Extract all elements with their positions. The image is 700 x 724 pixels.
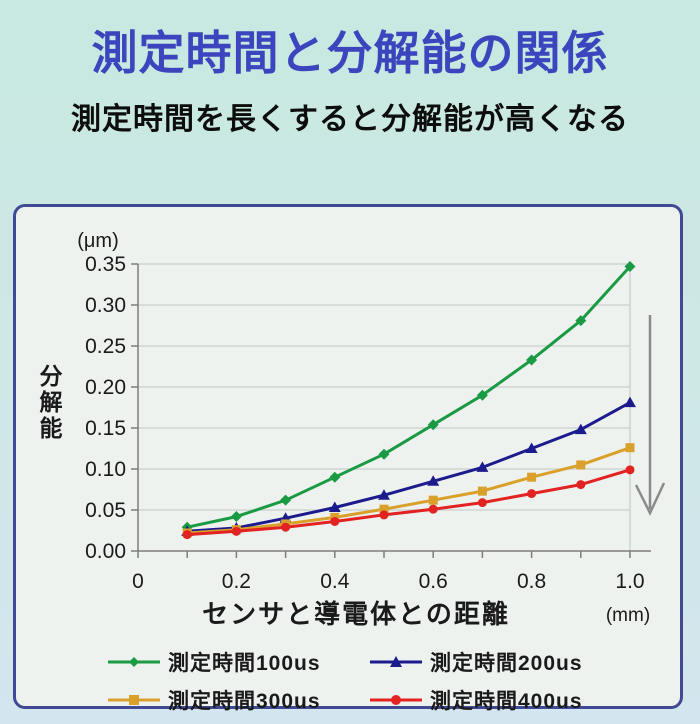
marker-diamond — [230, 511, 242, 523]
marker-circle — [330, 516, 340, 526]
marker-circle — [625, 465, 635, 475]
marker-square — [625, 443, 635, 453]
y-tick-label: 0.30 — [85, 294, 126, 317]
down-arrow-head — [634, 482, 666, 516]
legend-marker-square-icon — [108, 695, 160, 705]
y-axis-unit-label: (μm) — [77, 230, 119, 252]
x-axis-title: センサと導電体との距離 — [202, 599, 510, 629]
marker-square — [477, 486, 487, 496]
marker-circle — [527, 489, 537, 499]
marker-triangle — [476, 461, 489, 472]
marker-triangle — [427, 475, 440, 486]
x-tick-label: 0.2 — [222, 570, 251, 593]
marker-circle — [182, 530, 192, 540]
marker-circle — [477, 498, 487, 508]
legend-marker-diamond-icon — [108, 657, 160, 667]
legend-label: 測定時間100us — [168, 652, 321, 675]
page-title: 測定時間と分解能の関係 — [91, 27, 609, 79]
legend-marker-circle-icon — [370, 695, 422, 705]
marker-diamond — [329, 471, 341, 483]
y-axis-title: 分 — [40, 363, 63, 389]
x-tick-label: 0 — [132, 570, 144, 593]
marker-square — [576, 460, 586, 470]
resolution-vs-distance-chart: 0 0.2 0.4 0.6 0.8 1.0 0.00 0.05 0.10 0.15 0.20 0.25… — [40, 230, 666, 629]
legend-label: 測定時間300us — [168, 690, 321, 713]
marker-diamond — [476, 389, 488, 401]
marker-triangle — [378, 489, 390, 500]
y-tick-label: 0.35 — [85, 253, 126, 276]
marker-circle — [281, 522, 291, 532]
marker-triangle — [328, 501, 341, 513]
page-subtitle: 測定時間を長くすると分解能が高くなる — [71, 102, 629, 136]
marker-square — [527, 472, 537, 482]
y-axis-title: 能 — [40, 415, 63, 441]
marker-circle — [576, 480, 586, 490]
marker-circle — [428, 504, 438, 514]
marker-diamond — [427, 419, 439, 431]
x-tick-label: 1.0 — [615, 570, 644, 593]
y-tick-label: 0.25 — [85, 335, 126, 358]
marker-diamond — [624, 260, 636, 272]
series-line — [187, 446, 631, 535]
x-tick-label: 0.4 — [320, 570, 350, 593]
marker-triangle — [525, 442, 538, 453]
marker-triangle — [624, 396, 636, 408]
marker-diamond — [575, 315, 587, 327]
chart-legend: 測定時間100us 測定時間200us 測定時間300us 測定時間400us — [108, 647, 628, 715]
y-tick-label: 0.00 — [85, 540, 126, 563]
y-tick-label: 0.10 — [85, 458, 126, 481]
legend-label: 測定時間200us — [430, 652, 583, 675]
marker-square — [379, 504, 389, 514]
legend-item: 測定時間100us — [108, 647, 370, 677]
y-tick-label: 0.05 — [85, 499, 126, 522]
marker-circle — [379, 510, 389, 520]
legend-item: 測定時間300us — [108, 685, 370, 715]
x-tick-label: 0.8 — [517, 570, 546, 593]
marker-diamond — [378, 448, 390, 460]
marker-circle — [231, 526, 241, 536]
marker-square — [428, 495, 438, 505]
legend-marker-triangle-icon — [370, 656, 422, 667]
legend-item: 測定時間400us — [370, 685, 628, 715]
marker-diamond — [526, 354, 538, 366]
y-axis-title: 解 — [40, 389, 63, 415]
marker-diamond — [280, 494, 292, 506]
x-axis-unit-label: (mm) — [606, 605, 650, 626]
series-line — [187, 401, 631, 533]
y-tick-label: 0.20 — [85, 376, 126, 399]
x-tick-label: 0.6 — [419, 570, 448, 593]
series-line — [187, 468, 631, 537]
marker-triangle — [574, 423, 587, 435]
legend-item: 測定時間200us — [370, 647, 628, 677]
legend-label: 測定時間400us — [430, 690, 583, 713]
chart-panel: 0 0.2 0.4 0.6 0.8 1.0 0.00 0.05 0.10 0.15 0.20 0.25… — [13, 204, 683, 713]
series-line — [186, 265, 632, 529]
y-tick-label: 0.15 — [85, 417, 126, 440]
